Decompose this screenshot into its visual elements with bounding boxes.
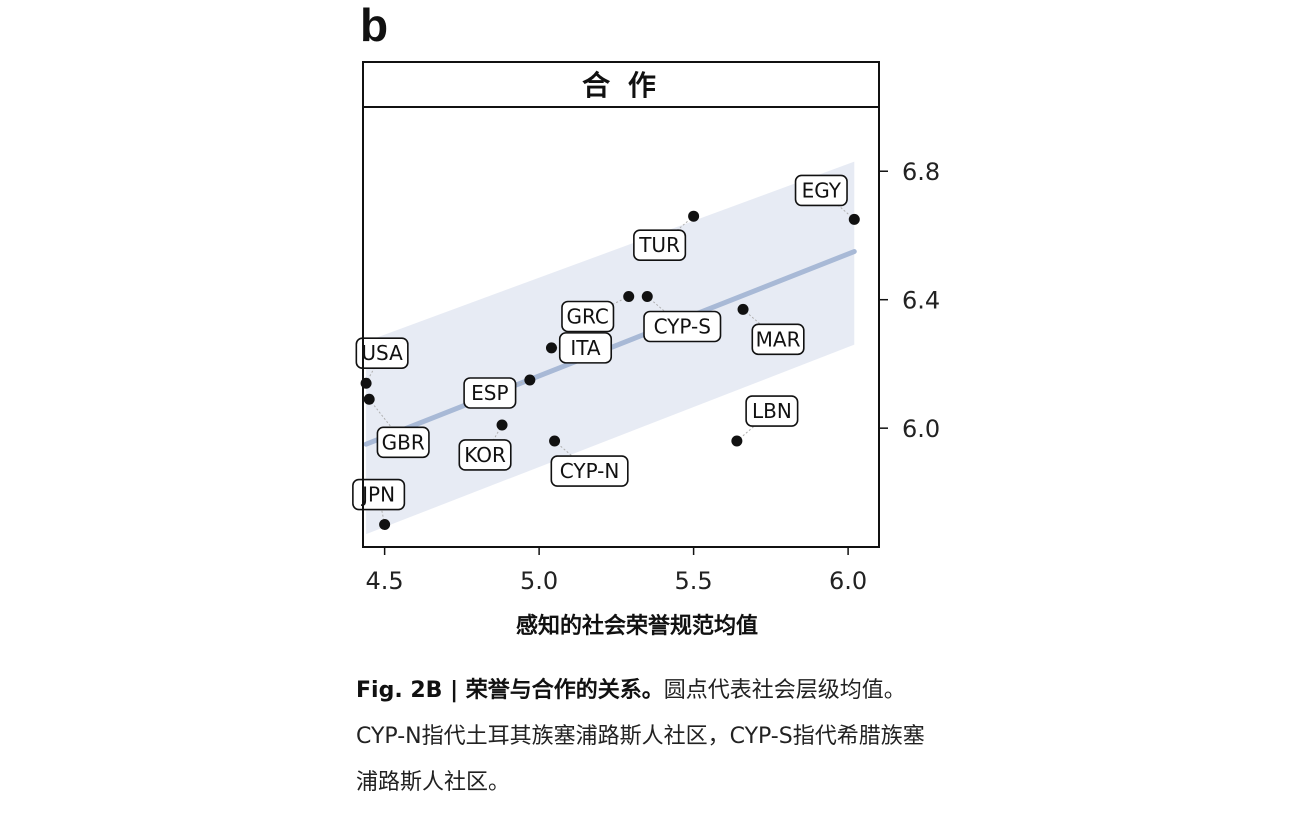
data-point-esp	[524, 374, 536, 386]
y-tick-label-6.0: 6.0	[902, 415, 940, 443]
data-point-jpn	[379, 519, 391, 531]
y-tick-label-6.8: 6.8	[902, 158, 940, 186]
x-tick-label-5.0: 5.0	[520, 567, 558, 595]
data-point-cyp-n	[549, 435, 561, 447]
facet-strip-box	[362, 61, 880, 108]
x-axis: 4.5 5.0 5.5 6.0	[366, 547, 867, 595]
data-point-lbn	[731, 435, 743, 447]
point-label-box-usa	[355, 337, 409, 370]
point-label-box-cyp-s	[643, 310, 722, 343]
x-tick-label-6.0: 6.0	[829, 567, 867, 595]
x-tick-label-5.5: 5.5	[675, 567, 713, 595]
point-label-box-lbn	[745, 395, 799, 427]
caption-lead: 荣誉与合作的关系。	[465, 678, 664, 703]
point-label-lbn: LBN	[752, 399, 792, 423]
plot-area: JPN USA GBR ESP KOR ITA CYP-N GRC CYP-S TUR MAR LBN…	[352, 161, 860, 535]
data-point-ita	[545, 342, 557, 354]
point-label-egy: EGY	[802, 178, 842, 202]
point-label-mar: MAR	[756, 327, 801, 351]
point-label-box-kor	[458, 439, 512, 471]
point-label-cyp-s: CYP-S	[654, 314, 711, 338]
point-label-kor: KOR	[464, 443, 506, 467]
data-point-kor	[496, 419, 508, 431]
caption-text: 圆点代表社会层级均值。CYP-N指代土耳其族塞浦路斯人社区，CYP-S指代希腊族…	[356, 678, 925, 795]
x-axis-title: 感知的社会荣誉规范均值	[516, 613, 758, 639]
data-point-tur	[688, 210, 700, 222]
point-label-box-tur	[633, 229, 687, 261]
point-label-box-ita	[558, 332, 613, 364]
data-point-cyp-s	[641, 290, 653, 302]
point-label-usa: USA	[361, 341, 403, 365]
data-point-gbr	[363, 393, 375, 405]
plot-frame	[362, 106, 880, 548]
point-label-jpn: JPN	[360, 483, 395, 507]
caption-fig-label: Fig. 2B |	[356, 678, 466, 703]
point-label-box-grc	[561, 300, 615, 333]
point-label-ita: ITA	[570, 336, 601, 360]
point-label-box-mar	[751, 323, 805, 356]
y-tick-label-6.4: 6.4	[902, 287, 940, 315]
point-label-cyp-n: CYP-N	[560, 459, 620, 483]
facet-strip: 合 作	[362, 61, 880, 108]
point-label-box-gbr	[376, 426, 430, 459]
point-label-box-egy	[794, 174, 848, 207]
point-label-box-jpn	[352, 478, 406, 511]
data-point-grc	[623, 290, 635, 302]
point-label-tur: TUR	[638, 233, 680, 257]
y-axis: 6.0 6.4 6.8	[879, 158, 940, 443]
panel-letter: b	[360, 0, 389, 51]
chart-title: 合 作	[582, 69, 660, 102]
data-point-mar	[737, 303, 749, 315]
data-point-egy	[848, 213, 860, 225]
x-tick-label-4.5: 4.5	[366, 567, 404, 595]
point-label-esp: ESP	[471, 381, 508, 405]
point-label-gbr: GBR	[382, 430, 425, 454]
figure-caption: Fig. 2B | 荣誉与合作的关系。圆点代表社会层级均值。CYP-N指代土耳其…	[356, 668, 936, 806]
point-label-box-esp	[463, 377, 517, 409]
scatter-chart: 合 作 JPN USA GBR ESP KOR ITA CYP-N GRC CYP-S TUR MA…	[352, 61, 940, 639]
point-label-grc: GRC	[567, 304, 609, 328]
point-label-box-cyp-n	[550, 455, 629, 487]
